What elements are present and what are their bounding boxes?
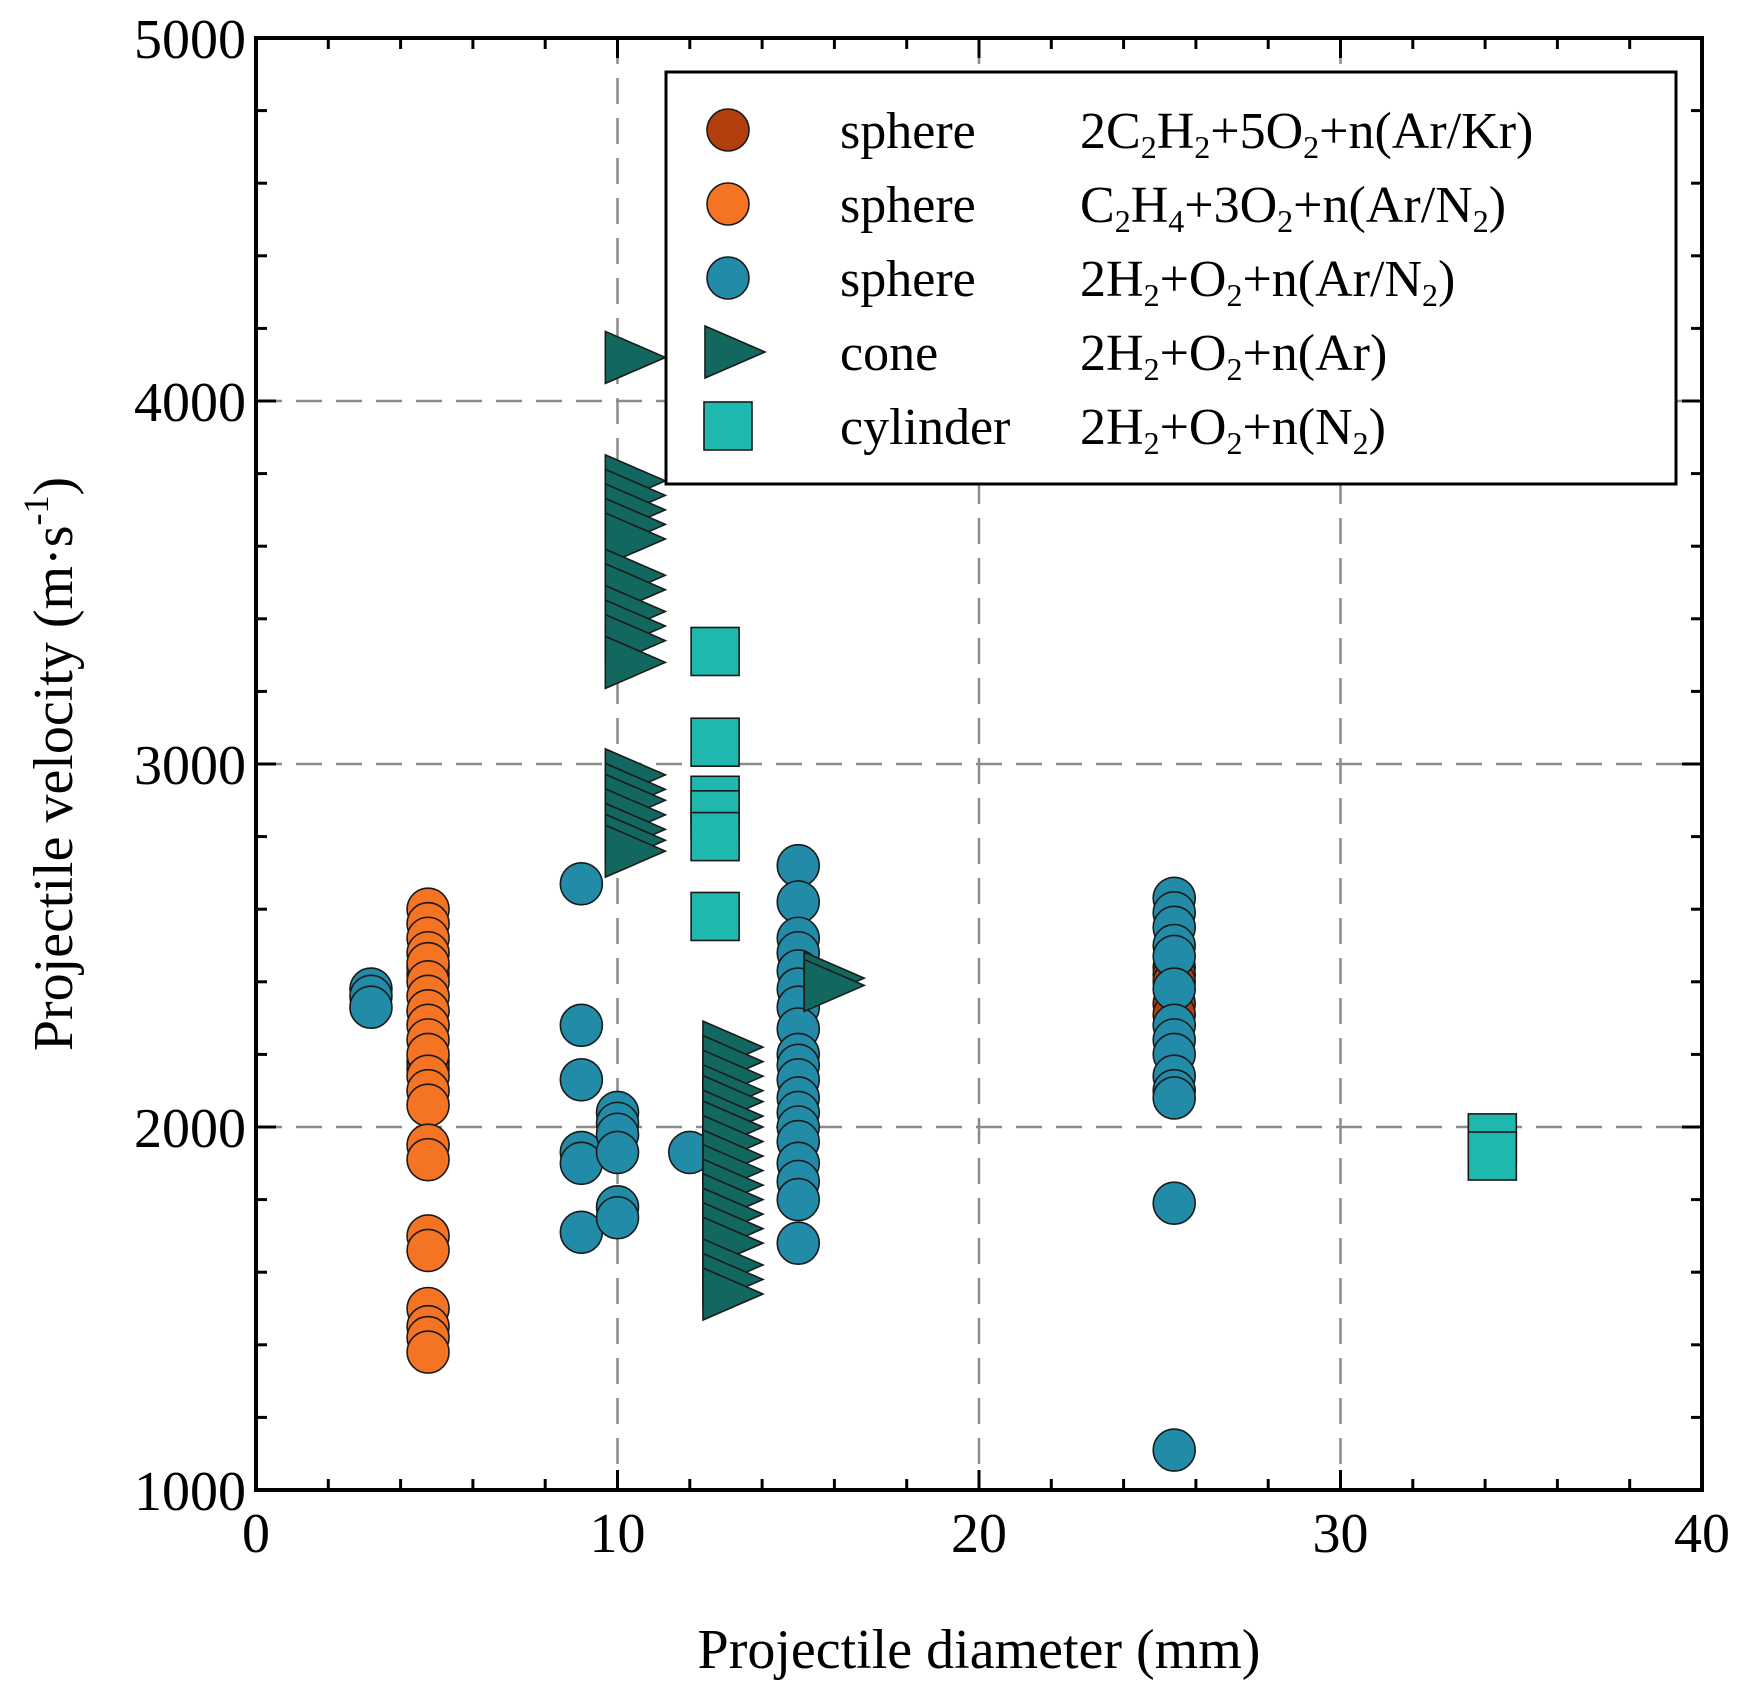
legend-circle-icon (706, 182, 750, 226)
x-tick-label: 20 (951, 1503, 1007, 1565)
legend-item-5: cylinder 2H2+O2+n(N2) (703, 399, 1386, 461)
data-points (349, 330, 1518, 1472)
legend-item-3: sphere 2H2+O2+n(Ar/N2) (706, 251, 1455, 313)
legend-circle-icon (706, 108, 750, 152)
square-point (690, 811, 740, 862)
y-axis-title-superscript: -1 (16, 496, 56, 526)
triangle-right-point (702, 1266, 765, 1322)
circle-point (559, 1058, 604, 1102)
x-tick-label: 10 (590, 1503, 646, 1565)
y-tick-label: 3000 (134, 735, 246, 797)
y-axis-title-main: Projectile velocity (m·s (23, 526, 85, 1052)
triangle-right-point (604, 823, 668, 879)
legend-shape-label: sphere (840, 251, 976, 308)
circle-point (1152, 1428, 1197, 1472)
x-axis-title: Projectile diameter (mm) (698, 1619, 1261, 1681)
circle-point (776, 1221, 821, 1265)
legend: sphere 2C2H2+5O2+n(Ar/Kr) sphere C2H4+3O2+n… (664, 70, 1678, 486)
x-tick-label: 40 (1674, 1503, 1730, 1565)
legend-mixture-label: 2H2+O2+n(N2) (1080, 399, 1386, 461)
tick-labels: 0 10 20 30 40 1000 2000 3000 4000 5000 (134, 9, 1730, 1565)
y-axis-title: Projectile velocity (m·s-1) (16, 477, 85, 1051)
series-4 (604, 330, 867, 1322)
triangle-right-point (604, 511, 668, 567)
circle-point (406, 1228, 450, 1273)
legend-item-2: sphere C2H4+3O2+n(Ar/N2) (706, 177, 1506, 239)
circle-point (406, 1137, 450, 1182)
legend-mixture-label: 2H2+O2+n(Ar) (1080, 325, 1387, 387)
circle-point (559, 1003, 604, 1048)
circle-point (776, 1177, 821, 1222)
y-tick-label: 2000 (134, 1098, 246, 1160)
x-tick-label: 30 (1313, 1503, 1369, 1565)
legend-shape-label: sphere (840, 177, 976, 234)
square-point (690, 626, 740, 677)
y-tick-label: 1000 (134, 1461, 246, 1523)
circle-point (559, 861, 604, 906)
legend-shape-label: sphere (840, 103, 976, 160)
legend-mixture-label: C2H4+3O2+n(Ar/N2) (1080, 177, 1506, 239)
legend-mixture-label: 2C2H2+5O2+n(Ar/Kr) (1080, 103, 1533, 165)
triangle-right-point (604, 330, 668, 385)
legend-item-4: cone 2H2+O2+n(Ar) (704, 324, 1387, 387)
triangle-right-point (604, 635, 668, 690)
circle-point (406, 1330, 450, 1374)
plot-frame (254, 36, 1704, 1492)
circle-point (595, 1195, 640, 1240)
series-2 (406, 887, 450, 1374)
legend-shape-label: cone (840, 325, 938, 382)
legend-square-icon (703, 401, 753, 451)
legend-circle-icon (706, 256, 750, 300)
legend-box (664, 70, 1678, 486)
series-5 (690, 626, 1518, 1181)
square-point (690, 891, 740, 942)
circle-point (1152, 1181, 1197, 1226)
legend-mixture-label: 2H2+O2+n(Ar/N2) (1080, 251, 1455, 313)
triangle-right-point (803, 958, 867, 1013)
circle-point (406, 1083, 450, 1128)
circle-point (349, 985, 393, 1030)
y-axis-title-close: ) (23, 477, 85, 496)
y-tick-label: 5000 (134, 9, 246, 71)
square-point (690, 717, 740, 768)
x-tick-label: 0 (242, 1503, 270, 1565)
series-3 (349, 843, 1197, 1472)
legend-triangle-right-icon (704, 324, 768, 380)
circle-point (1152, 1076, 1197, 1120)
square-point (1467, 1131, 1518, 1181)
legend-item-1: sphere 2C2H2+5O2+n(Ar/Kr) (706, 103, 1533, 165)
circle-point (595, 1130, 640, 1175)
y-tick-label: 4000 (134, 372, 246, 434)
legend-shape-label: cylinder (840, 399, 1010, 456)
